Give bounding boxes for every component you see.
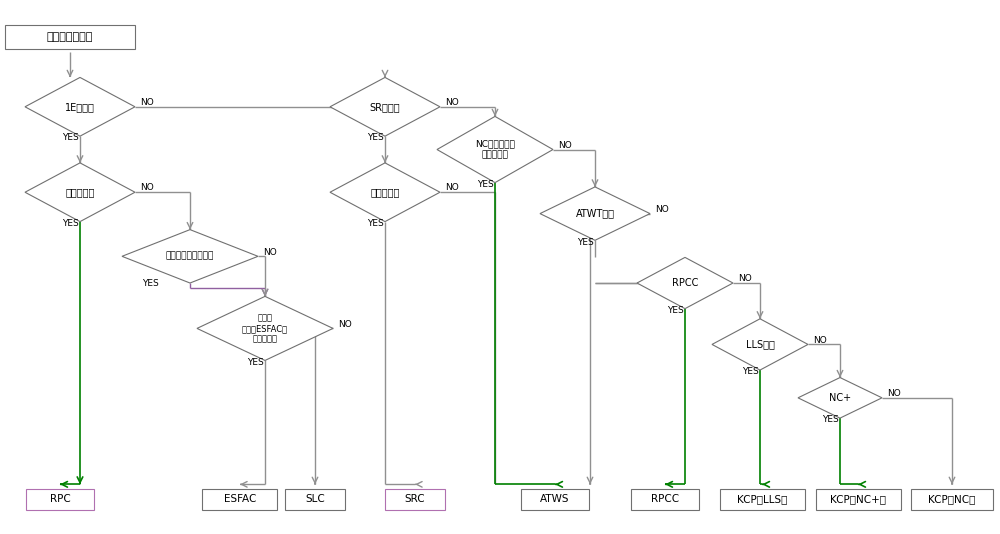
Polygon shape — [330, 77, 440, 136]
Polygon shape — [25, 77, 135, 136]
Text: SRC: SRC — [405, 494, 425, 504]
Text: NO: NO — [338, 320, 352, 328]
Text: RPCC: RPCC — [651, 494, 679, 504]
Text: ATWT功能: ATWT功能 — [576, 209, 614, 218]
FancyBboxPatch shape — [720, 489, 804, 510]
Polygon shape — [122, 230, 258, 283]
FancyBboxPatch shape — [202, 489, 277, 510]
Text: 开关量处理: 开关量处理 — [370, 187, 400, 197]
FancyBboxPatch shape — [26, 489, 94, 510]
Text: YES: YES — [477, 180, 494, 189]
FancyBboxPatch shape — [385, 489, 445, 510]
Text: YES: YES — [667, 306, 684, 315]
Polygon shape — [540, 187, 650, 240]
Text: YES: YES — [142, 279, 159, 288]
Text: RPC: RPC — [50, 494, 70, 504]
Text: SR级功能: SR级功能 — [370, 102, 400, 112]
Text: 信号参与的功能: 信号参与的功能 — [47, 33, 93, 42]
Text: ESFAC: ESFAC — [224, 494, 256, 504]
Text: NO: NO — [445, 98, 459, 107]
Text: RPCC: RPCC — [672, 278, 698, 288]
Text: YES: YES — [62, 219, 79, 228]
FancyBboxPatch shape — [911, 489, 993, 510]
FancyBboxPatch shape — [285, 489, 345, 510]
FancyBboxPatch shape — [816, 489, 900, 510]
Text: KCP（NC+）: KCP（NC+） — [830, 494, 886, 504]
Text: NO: NO — [813, 336, 827, 344]
Text: 开关量
（参与ESFAC系
统级功能）: 开关量 （参与ESFAC系 统级功能） — [242, 313, 288, 343]
Text: NO: NO — [655, 205, 669, 214]
Text: YES: YES — [367, 134, 384, 143]
Text: 1E级功能: 1E级功能 — [65, 102, 95, 112]
Text: YES: YES — [62, 134, 79, 143]
Polygon shape — [437, 116, 553, 183]
Text: KCP（LLS）: KCP（LLS） — [737, 494, 787, 504]
Polygon shape — [25, 163, 135, 222]
Text: NC（部分参与
安全功能）: NC（部分参与 安全功能） — [475, 140, 515, 159]
Text: LLS供电: LLS供电 — [746, 340, 774, 349]
Text: NO: NO — [140, 184, 154, 192]
Text: ATWS: ATWS — [540, 494, 570, 504]
Text: NO: NO — [887, 389, 901, 398]
Text: NO: NO — [738, 274, 752, 283]
FancyBboxPatch shape — [521, 489, 589, 510]
Text: NO: NO — [263, 248, 277, 256]
Text: YES: YES — [247, 358, 264, 367]
Text: NO: NO — [140, 98, 154, 107]
Text: YES: YES — [822, 415, 839, 425]
Text: YES: YES — [742, 367, 759, 376]
Text: 模拟量处理: 模拟量处理 — [65, 187, 95, 197]
Text: KCP（NC）: KCP（NC） — [928, 494, 976, 504]
Text: YES: YES — [577, 238, 594, 247]
Text: YES: YES — [367, 219, 384, 228]
Polygon shape — [637, 257, 733, 309]
Text: 开关量（参与停堆）: 开关量（参与停堆） — [166, 252, 214, 261]
Text: SLC: SLC — [305, 494, 325, 504]
Polygon shape — [330, 163, 440, 222]
FancyBboxPatch shape — [5, 25, 135, 49]
Text: NO: NO — [445, 184, 459, 192]
Polygon shape — [712, 319, 808, 370]
Text: NC+: NC+ — [829, 393, 851, 403]
Polygon shape — [798, 378, 882, 418]
FancyBboxPatch shape — [631, 489, 699, 510]
Text: NO: NO — [558, 141, 572, 150]
Polygon shape — [197, 296, 333, 360]
